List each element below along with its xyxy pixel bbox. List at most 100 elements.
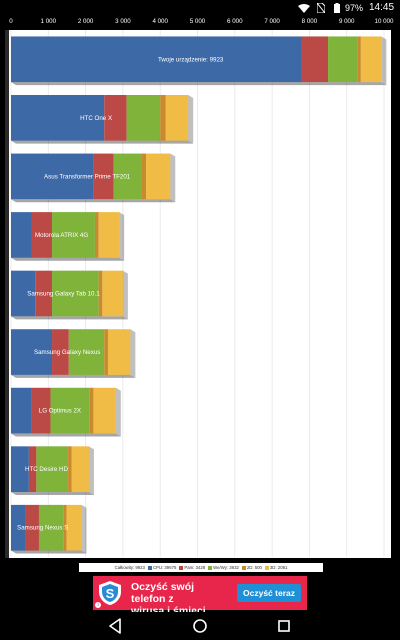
- bar-side-face: [170, 153, 176, 203]
- bar-bottom-face: [11, 140, 194, 144]
- category-label: HTC One X: [80, 115, 112, 122]
- bar-segment: [126, 94, 161, 141]
- bar-segment: [11, 153, 94, 200]
- legend-label-io: We/Wy: 3932: [213, 565, 239, 570]
- clean-now-button[interactable]: Oczyść teraz: [237, 584, 301, 602]
- clock: 14:45: [369, 2, 395, 13]
- bar-segment: [66, 504, 82, 551]
- bar-side-face: [381, 36, 387, 86]
- chart-svg: 0 1 000 2 000 3 000 4 000 5 000 6 000 7 000 8 00…: [5, 18, 394, 558]
- bar-side-face: [188, 94, 194, 144]
- bar-segment: [98, 212, 120, 258]
- x-tick-label: 8 000: [302, 18, 318, 25]
- x-tick-label: 5 000: [190, 18, 206, 25]
- wifi-icon: [298, 4, 310, 13]
- bar-segment: [11, 504, 26, 551]
- legend-item-pam: Pam: 3428: [179, 565, 205, 570]
- bar-segment: [35, 270, 53, 317]
- bar-segment: [11, 36, 302, 83]
- bar-segment: [68, 446, 72, 493]
- bar-segment: [50, 387, 90, 434]
- bar-segment: [328, 36, 358, 83]
- category-label: LG Optimus 2X: [39, 408, 81, 415]
- bar-segment: [160, 94, 166, 141]
- bar-segment: [11, 94, 105, 141]
- bar-segment: [28, 446, 37, 493]
- legend-label-2d: 2D: 500: [246, 565, 262, 570]
- no-sim-icon: [317, 3, 325, 13]
- x-tick-label: 3 000: [115, 18, 131, 25]
- recents-icon[interactable]: [272, 615, 296, 637]
- bar-segment: [141, 153, 147, 200]
- legend-item-3d: 3D: 2081: [264, 565, 288, 570]
- bar-segment: [360, 36, 382, 83]
- legend-label-3d: 3D: 2081: [269, 565, 288, 570]
- x-tick-label: 10 000: [375, 18, 394, 25]
- bar-segment: [104, 329, 108, 375]
- bar-segment: [52, 329, 69, 375]
- bar-segment: [63, 504, 67, 551]
- bar-bottom-face: [11, 492, 94, 496]
- shield-icon: S: [99, 581, 121, 605]
- chart-legend: Całkowity: 9923 CPU: 39675 Pam: 3428 We/…: [79, 563, 323, 572]
- ad-banner[interactable]: S Oczyść swój telefon z wirusa i śmieci.…: [93, 576, 307, 617]
- bar-side-face: [122, 270, 128, 320]
- category-label: Samsung Nexus S: [17, 525, 68, 532]
- legend-label-pam: Pam: 3428: [184, 565, 206, 570]
- bar-segment: [94, 212, 99, 258]
- legend-item-total: Całkowity: 9923: [115, 565, 145, 570]
- status-bar: 97% 14:45: [0, 0, 400, 17]
- bar-bottom-face: [11, 82, 387, 86]
- category-label: Samsung Galaxy Tab 10.1: [27, 291, 100, 298]
- legend-swatch-io: [208, 565, 213, 570]
- svg-text:S: S: [106, 586, 115, 601]
- x-tick-label: 1 000: [41, 18, 57, 25]
- home-icon[interactable]: [188, 615, 212, 637]
- x-tick-label: 2 000: [78, 18, 94, 25]
- bar-segment: [52, 212, 95, 258]
- legend-swatch-pam: [179, 565, 184, 570]
- bar-segment: [52, 270, 99, 317]
- bar-segment: [31, 387, 51, 434]
- back-icon[interactable]: [104, 615, 128, 637]
- bar-segment: [89, 387, 94, 434]
- bar-segment: [11, 446, 29, 493]
- bar-side-face: [81, 504, 87, 554]
- bar-segment: [11, 212, 32, 258]
- bar-side-face: [119, 212, 125, 261]
- x-tick-label: 7 000: [264, 18, 280, 25]
- bar-segment: [357, 36, 361, 83]
- bar-segment: [11, 329, 53, 375]
- bar-side-face: [130, 329, 136, 378]
- bar-segment: [68, 329, 105, 375]
- bar-segment: [36, 446, 69, 493]
- bar-segment: [31, 212, 53, 258]
- category-label: Samsung Galaxy Nexus: [34, 349, 100, 356]
- battery-icon: [334, 3, 340, 13]
- category-label: Asus Transformer Prime TF201: [44, 173, 131, 180]
- legend-label-cpu: CPU: 39675: [152, 565, 177, 570]
- bar-segment: [104, 94, 127, 141]
- legend-swatch-3d: [264, 565, 269, 570]
- bar-bottom-face: [11, 199, 176, 203]
- bar-segment: [107, 329, 131, 375]
- legend-item-2d: 2D: 500: [241, 565, 262, 570]
- bar-segment: [102, 270, 123, 317]
- bar-bottom-face: [11, 550, 87, 554]
- bar-segment: [71, 446, 89, 493]
- bar-bottom-face: [11, 374, 136, 378]
- category-label: Twoje urządzenie: 9923: [158, 56, 224, 63]
- x-tick-label: 6 000: [227, 18, 243, 25]
- bar-segment: [11, 387, 32, 434]
- battery-percent: 97%: [345, 3, 364, 13]
- bar-bottom-face: [11, 257, 125, 261]
- bar-segment: [25, 504, 39, 551]
- y-axis-line: [5, 30, 9, 558]
- bar-segment: [113, 153, 142, 200]
- x-tick-label: 9 000: [339, 18, 355, 25]
- x-tick-label: 4 000: [152, 18, 168, 25]
- bar-segment: [93, 153, 114, 200]
- info-icon[interactable]: i: [95, 602, 101, 608]
- bar-side-face: [115, 387, 121, 437]
- legend-swatch-cpu: [147, 565, 152, 570]
